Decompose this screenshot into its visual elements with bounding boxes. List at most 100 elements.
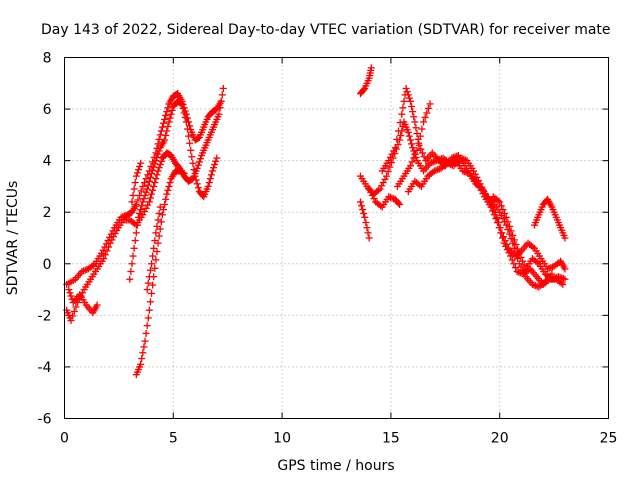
data-point <box>187 146 195 154</box>
data-point <box>151 179 159 187</box>
data-point <box>505 249 513 257</box>
data-point <box>162 112 170 120</box>
data-point <box>158 211 166 219</box>
data-point <box>146 298 154 306</box>
data-point <box>152 157 160 165</box>
data-point <box>508 256 516 264</box>
data-point <box>379 179 387 187</box>
data-points <box>63 64 569 379</box>
data-point <box>100 255 108 263</box>
data-point <box>144 314 152 322</box>
data-point <box>529 243 537 251</box>
data-point <box>377 202 385 210</box>
data-point <box>153 171 161 179</box>
data-point <box>164 186 172 194</box>
data-point <box>397 132 405 140</box>
data-point <box>148 260 156 268</box>
y-tick-label: -4 <box>38 360 52 376</box>
data-point <box>520 261 528 269</box>
x-tick-label: 0 <box>60 431 69 447</box>
data-point <box>395 199 403 207</box>
y-axis-label: SDTVAR / TECUs <box>5 181 21 296</box>
data-point <box>502 213 510 221</box>
data-point <box>140 208 148 216</box>
data-point <box>406 97 414 105</box>
x-tick-label: 5 <box>169 431 178 447</box>
data-point <box>191 172 199 180</box>
data-point <box>395 127 403 135</box>
data-point <box>152 229 160 237</box>
data-point <box>410 113 418 121</box>
data-point <box>132 200 140 208</box>
data-point <box>165 118 173 126</box>
data-point <box>416 181 424 189</box>
data-point <box>143 185 151 193</box>
data-point <box>409 108 417 116</box>
data-point <box>365 185 373 193</box>
data-point <box>132 172 140 180</box>
data-point <box>519 257 527 265</box>
data-point <box>144 279 152 287</box>
data-point <box>365 234 373 242</box>
data-point <box>492 215 500 223</box>
data-point <box>408 102 416 110</box>
data-point <box>137 206 145 214</box>
data-point <box>145 177 153 185</box>
y-tick-label: 6 <box>43 102 52 118</box>
y-tick-label: 2 <box>43 205 52 221</box>
x-tick-label: 20 <box>491 431 509 447</box>
data-point <box>211 161 219 169</box>
data-point <box>72 303 80 311</box>
data-point <box>163 108 171 116</box>
data-point <box>363 224 371 232</box>
data-point <box>364 229 372 237</box>
data-point <box>67 292 75 300</box>
data-point <box>479 186 487 194</box>
data-point <box>193 180 201 188</box>
data-point <box>134 213 142 221</box>
data-point <box>418 125 426 133</box>
data-point <box>162 132 170 140</box>
data-point <box>368 191 376 199</box>
data-point <box>130 244 138 252</box>
data-point <box>361 213 369 221</box>
data-point <box>561 234 569 242</box>
data-point <box>180 170 188 178</box>
data-point <box>356 198 364 206</box>
data-point <box>502 242 510 250</box>
data-point <box>500 233 508 241</box>
y-tick-label: 0 <box>43 257 52 273</box>
data-point <box>515 249 523 257</box>
data-point <box>153 222 161 230</box>
data-point <box>142 329 150 337</box>
chart-title: Day 143 of 2022, Sidereal Day-to-day VTE… <box>41 22 611 38</box>
data-point <box>205 179 213 187</box>
data-point <box>154 150 162 158</box>
data-point <box>137 159 145 167</box>
data-point <box>386 163 394 171</box>
data-point <box>507 227 515 235</box>
data-point <box>408 158 416 166</box>
data-point <box>411 118 419 126</box>
data-point <box>503 246 511 254</box>
data-point <box>417 145 425 153</box>
data-point <box>359 206 367 214</box>
data-point <box>154 216 162 224</box>
data-point <box>540 279 548 287</box>
data-point <box>561 275 569 283</box>
plot-frame <box>64 57 609 419</box>
data-point <box>374 186 382 194</box>
data-point <box>495 224 503 232</box>
data-point <box>166 114 174 122</box>
data-point <box>144 201 152 209</box>
data-point <box>103 247 111 255</box>
data-point <box>512 240 520 248</box>
data-point <box>384 168 392 176</box>
data-point <box>496 198 504 206</box>
data-point <box>97 249 105 257</box>
data-point <box>166 179 174 187</box>
data-point <box>67 317 75 325</box>
data-point <box>489 207 497 215</box>
data-point <box>418 149 426 157</box>
data-point <box>410 154 418 162</box>
